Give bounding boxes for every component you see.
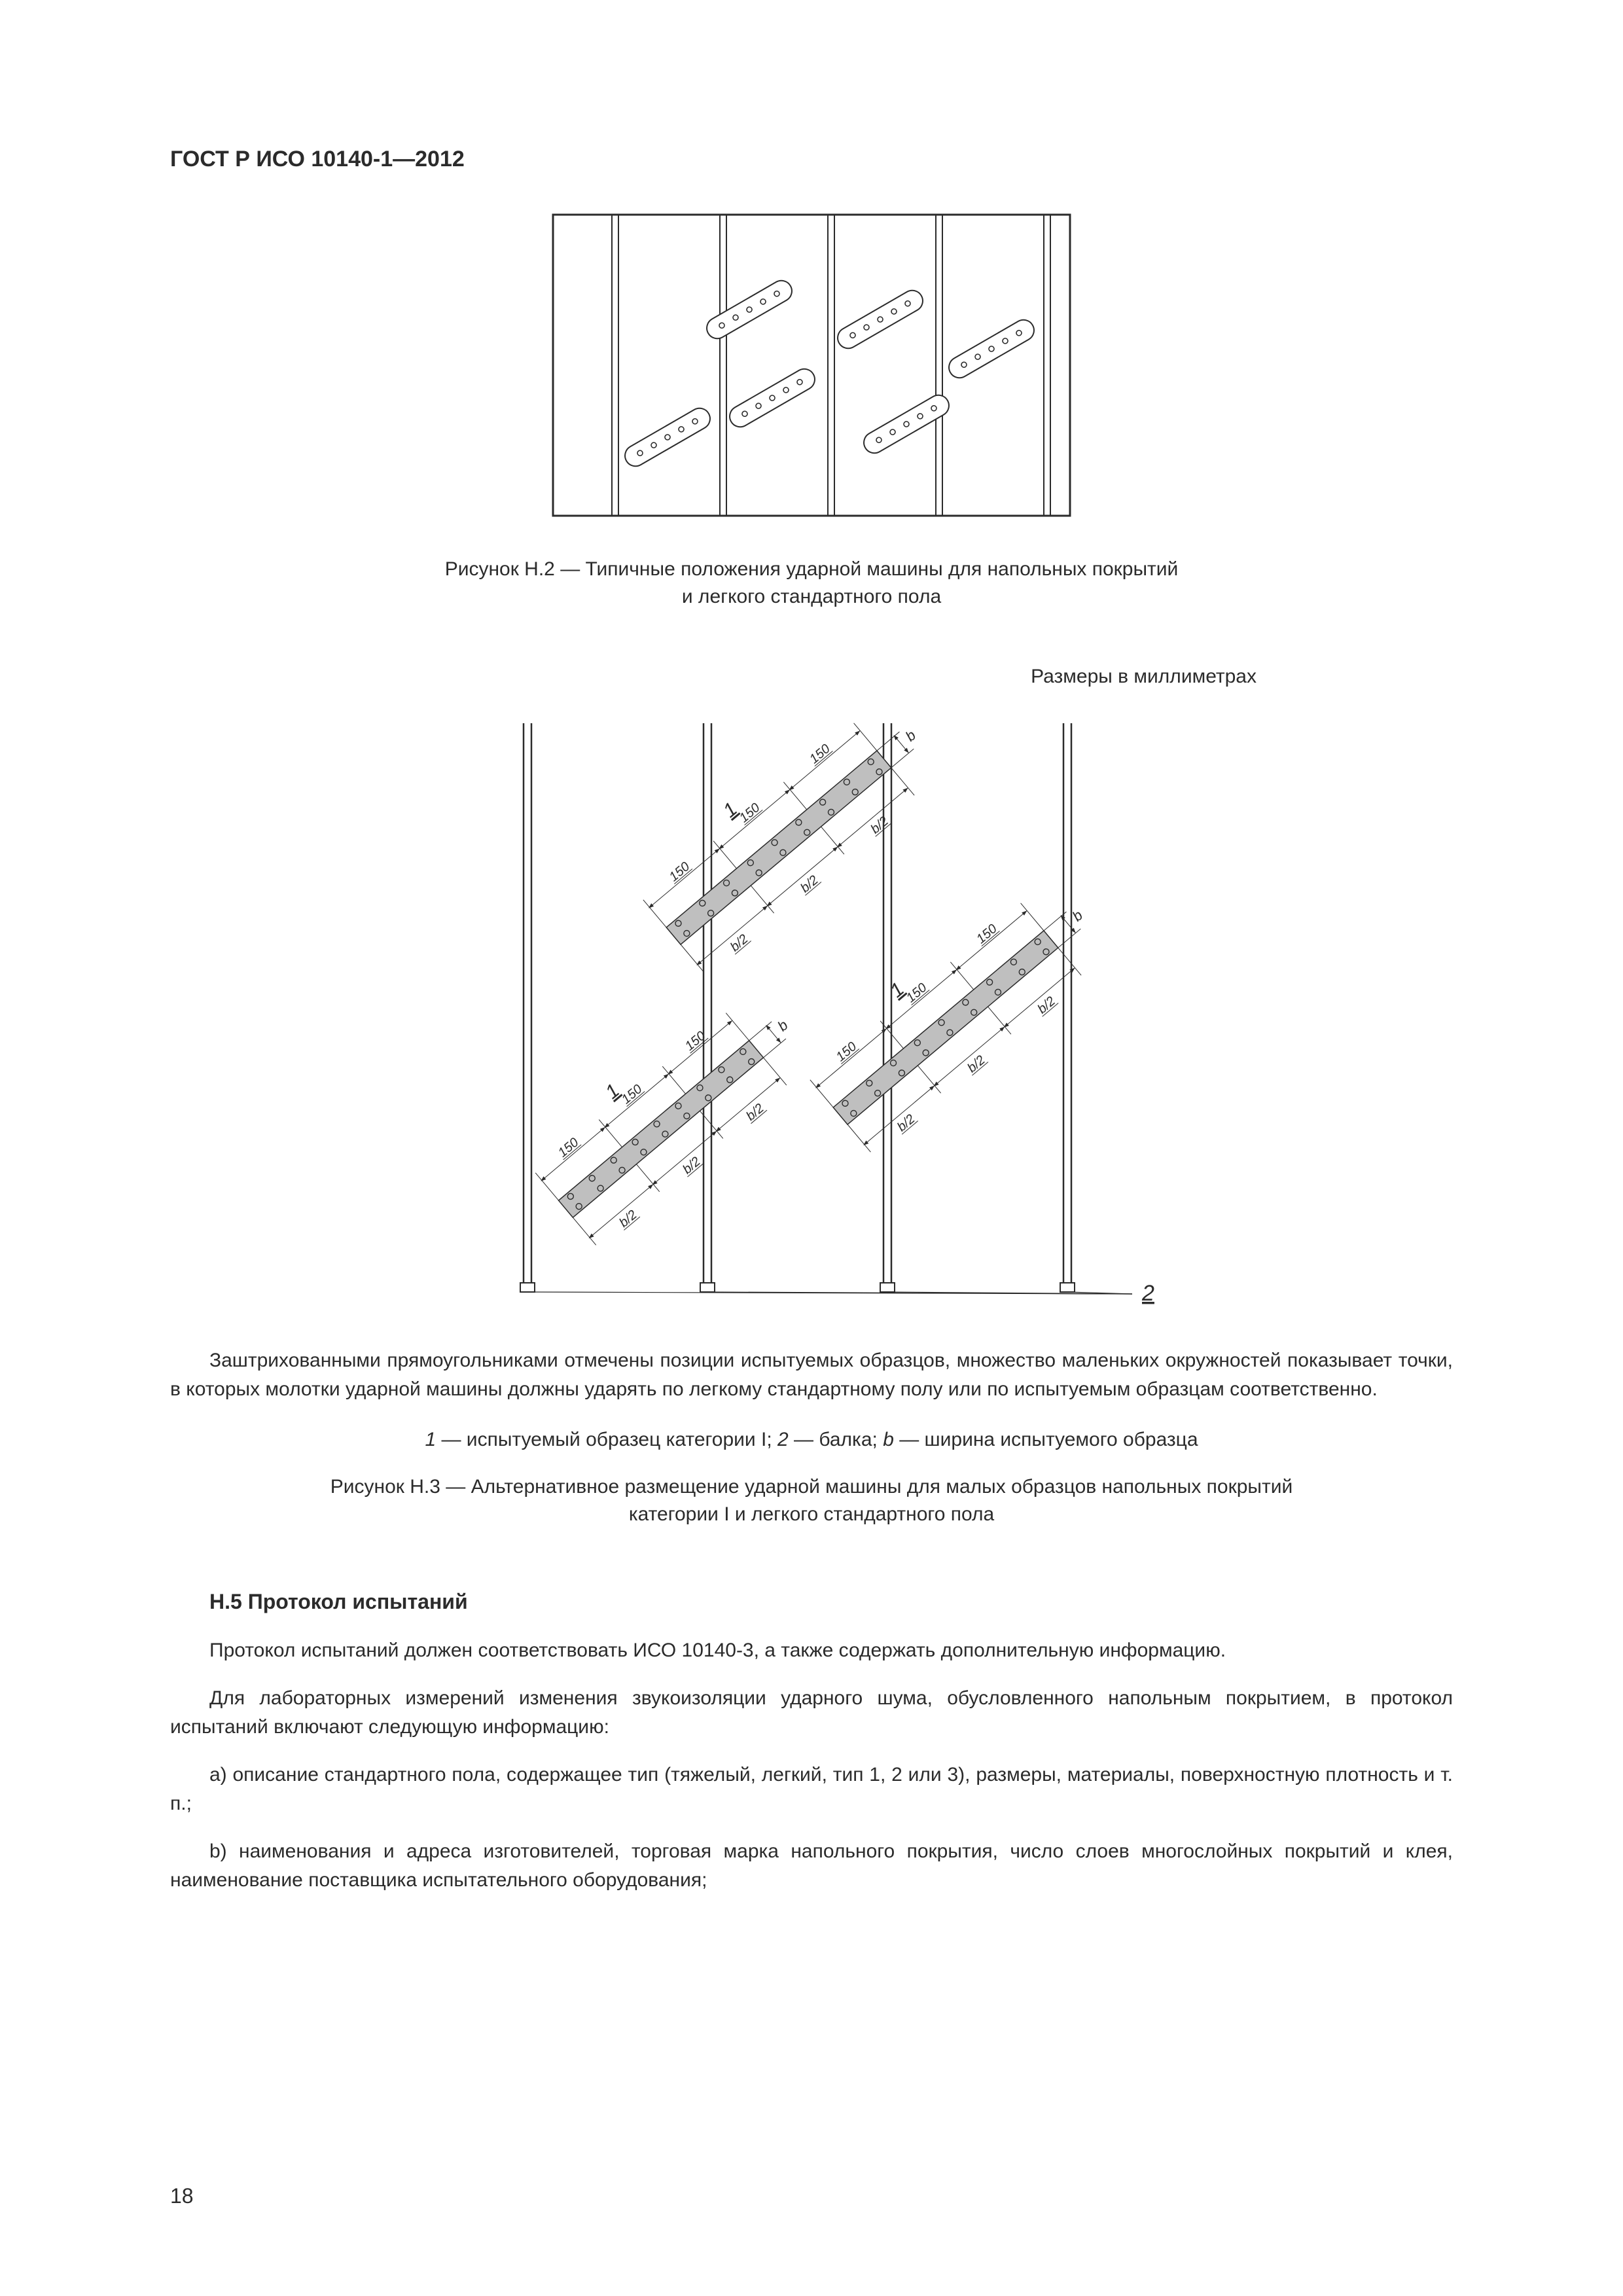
svg-text:b: b (774, 1017, 791, 1035)
figure-h2 (170, 202, 1453, 537)
paragraph-1: Заштрихованными прямоугольниками отмечен… (170, 1346, 1453, 1403)
paragraph-3: Для лабораторных измерений изменения зву… (170, 1684, 1453, 1741)
page-number: 18 (170, 2181, 194, 2211)
paragraph-2: Протокол испытаний должен соответствоват… (170, 1636, 1453, 1665)
svg-text:1: 1 (719, 798, 741, 822)
figure-h2-caption: Рисунок Н.2 — Типичные положения ударной… (170, 556, 1453, 611)
svg-text:b: b (902, 727, 919, 745)
section-h5-title: Н.5 Протокол испытаний (209, 1587, 1453, 1617)
figure-h3-svg: 150150150b/2b/2b/2b1150150150b/2b/2b/2b1… (452, 697, 1171, 1319)
figure-h2-svg (533, 202, 1090, 529)
list-item-b: b) наименования и адреса изготовителей, … (170, 1837, 1453, 1894)
figure-h2-caption-line2: и легкого стандартного пола (682, 586, 941, 607)
svg-text:1: 1 (886, 978, 908, 1002)
figure-h3-caption-line1: Рисунок Н.3 — Альтернативное размещение … (330, 1476, 1293, 1498)
units-label: Размеры в миллиметрах (170, 663, 1257, 691)
figure-h3-legend: 1 — испытуемый образец категории I; 2 — … (170, 1426, 1453, 1454)
svg-text:2: 2 (1141, 1281, 1154, 1306)
figure-h3-caption-line2: категории I и легкого стандартного пола (629, 1503, 994, 1525)
document-header: ГОСТ Р ИСО 10140-1—2012 (170, 144, 1453, 175)
figure-h2-caption-line1: Рисунок Н.2 — Типичные положения ударной… (445, 558, 1179, 580)
list-item-a: a) описание стандартного пола, содержаще… (170, 1761, 1453, 1818)
figure-h3: 150150150b/2b/2b/2b1150150150b/2b/2b/2b1… (170, 697, 1453, 1327)
figure-h3-caption: Рисунок Н.3 — Альтернативное размещение … (170, 1473, 1453, 1528)
svg-text:1: 1 (601, 1080, 624, 1103)
